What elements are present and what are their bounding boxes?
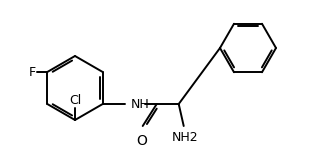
Text: NH2: NH2	[171, 131, 198, 144]
Text: NH: NH	[131, 97, 150, 111]
Text: O: O	[136, 134, 147, 148]
Text: Cl: Cl	[69, 94, 81, 107]
Text: F: F	[29, 65, 36, 78]
